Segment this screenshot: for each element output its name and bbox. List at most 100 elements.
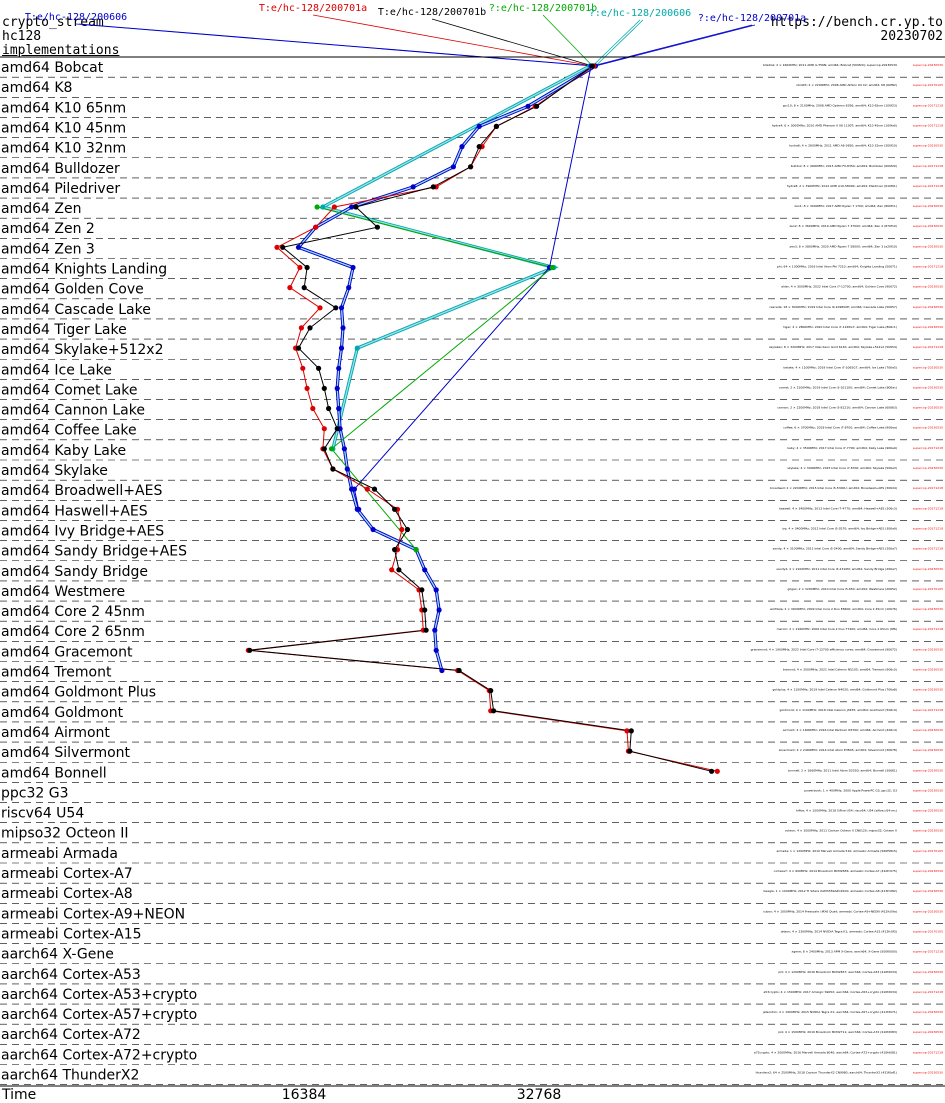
machine-info: bonnell; 2 × 1660MHz; 2011 Intel Atom D2…	[788, 768, 897, 772]
data-point	[321, 385, 327, 391]
machine-info: hifive; 4 × 1500MHz; 2018 SiFive U54; ri…	[796, 809, 897, 813]
data-point	[280, 244, 286, 250]
series-points	[245, 63, 720, 774]
cpu-label: amd64 Gracemont	[1, 644, 133, 660]
data-point	[336, 405, 342, 412]
data-point	[549, 264, 556, 271]
machine-info: kaby; 4 × 3500MHz; 2017 Intel Core i7-77…	[787, 446, 897, 450]
machine-date: supercop-20230530	[913, 889, 943, 893]
data-point	[436, 607, 442, 613]
cpu-label: amd64 Bulldozer	[1, 161, 120, 177]
implementation-pointer	[595, 24, 756, 67]
machine-date: supercop-20171218	[913, 446, 943, 450]
series-line	[248, 65, 718, 772]
cpu-label: amd64 Sandy Bridge+AES	[1, 544, 187, 560]
cpu-label: ppc32 G3	[1, 785, 69, 801]
machine-info: ivy; 4 × 3400MHz; 2012 Intel Core i5-357…	[782, 526, 897, 530]
machine-date: supercop-20230530	[913, 768, 943, 772]
cpu-label: amd64 Ivy Bridge+AES	[1, 523, 164, 539]
data-point	[493, 123, 499, 129]
cpu-rows: amd64 Bobcat bllsdisk; 2 × 1600MHz; 2011 …	[0, 60, 945, 1085]
machine-date: supercop-20171218	[913, 506, 943, 510]
data-point	[314, 204, 320, 210]
machine-info: pi3; 4 × 1200MHz; 2016 Broadcom BCM2837;…	[778, 970, 897, 974]
machine-date: supercop-20230530	[913, 748, 943, 752]
machine-date: supercop-20230530	[913, 788, 943, 792]
machine-date: supercop-20230530	[913, 688, 943, 692]
machine-info: goldplus; 4 × 1100MHz; 2019 Intel Celero…	[772, 688, 897, 692]
cpu-label: amd64 Westmere	[1, 584, 125, 600]
data-point	[450, 164, 456, 170]
implementation-label: ?:e/hc-128/200701b	[488, 3, 598, 14]
data-point	[419, 587, 425, 593]
cpu-label: aarch64 X-Gene	[1, 947, 114, 963]
machine-date: supercop-20170105	[913, 929, 943, 933]
data-point	[331, 204, 337, 210]
cpu-label: armeabi Cortex-A9+NEON	[1, 906, 185, 922]
data-point	[321, 426, 327, 432]
series-line	[321, 65, 591, 449]
cpu-label: amd64 Coffee Lake	[1, 423, 137, 439]
machine-info: hydra4; 6 × 3000MHz; 2010 AMD Phenom II …	[772, 123, 897, 127]
cpu-label: armeabi Cortex-A7	[1, 866, 133, 882]
machine-date: supercop-20230530	[913, 224, 943, 228]
machine-date: supercop-20171218	[913, 526, 943, 530]
cpu-label: amd64 K8	[1, 80, 72, 96]
machine-info: skylake; 4 × 3400MHz; 2015 Intel Core i7…	[787, 466, 897, 470]
data-point	[326, 405, 332, 412]
machine-info: merom; 2 × 2160MHz; 2006 Intel Core 2 Du…	[777, 627, 897, 631]
cpu-label: amd64 Sandy Bridge	[1, 564, 148, 580]
data-point	[304, 385, 310, 391]
data-point	[433, 587, 439, 593]
machine-info: octeon; 4 × 1000MHz; 2011 Cavium Octeon …	[785, 829, 897, 833]
data-point	[334, 426, 340, 432]
data-point	[410, 184, 416, 190]
data-point	[274, 244, 280, 250]
cpu-label: amd64 Kaby Lake	[1, 443, 126, 459]
data-point	[396, 567, 402, 573]
data-point	[247, 647, 253, 653]
cpu-label: amd64 Skylake	[1, 463, 108, 479]
site-url[interactable]: https://bench.cr.yp.to	[770, 15, 943, 30]
machine-info: silvermont; 4 × 2400MHz; 2014 Intel Atom…	[779, 748, 897, 752]
machine-date: supercop-20171218	[913, 486, 943, 490]
machine-info: jetson; 4 × 2300MHz; 2014 NVIDIA Tegra K…	[780, 929, 897, 933]
implementation-label: T:e/hc-128/200701b	[377, 7, 487, 18]
data-point	[317, 305, 323, 311]
data-point	[341, 446, 347, 452]
data-point	[353, 204, 359, 210]
machine-date: supercop-20171218	[913, 990, 943, 994]
cpu-label: amd64 Comet Lake	[1, 382, 138, 398]
data-point	[468, 164, 474, 170]
machine-date: supercop-20230530	[913, 869, 943, 873]
algorithm-name: hc128	[2, 29, 42, 44]
data-point	[628, 728, 634, 734]
data-point	[488, 688, 494, 694]
data-point	[430, 184, 436, 190]
machine-info: hydra8; 2 × 3900MHz; 2012 AMD A10-5800K;…	[787, 184, 897, 188]
machine-date: supercop-20230530	[913, 567, 943, 571]
data-point	[491, 708, 497, 714]
data-point	[320, 204, 326, 210]
data-point	[354, 345, 360, 351]
data-point	[295, 244, 302, 250]
machine-date: supercop-20230530	[913, 970, 943, 974]
implementation-label: ?:e/hc-128/200701a	[697, 13, 807, 24]
data-point	[336, 365, 342, 371]
data-point	[404, 526, 411, 533]
data-point	[476, 144, 482, 150]
data-point	[330, 466, 336, 472]
data-point	[300, 365, 306, 371]
cpu-label: amd64 Cascade Lake	[1, 302, 151, 318]
cpu-label: amd64 Goldmont Plus	[1, 685, 156, 701]
cpu-label: amd64 Core 2 45nm	[1, 604, 145, 620]
machine-date: supercop-20171218	[913, 708, 943, 712]
machine-date: supercop-20171218	[913, 627, 943, 631]
machine-date: supercop-20230530	[913, 728, 943, 732]
machine-date: supercop-20230530	[913, 63, 943, 67]
machine-info: zen1; 8 × 3000MHz; 2017 AMD Ryzen 7 1700…	[794, 204, 897, 208]
machine-info: goldmont; 4 × 1100MHz; 2016 Intel Celero…	[779, 708, 897, 712]
data-point	[439, 667, 445, 674]
machine-date: supercop-20230530	[913, 1030, 943, 1034]
data-point	[627, 748, 633, 754]
